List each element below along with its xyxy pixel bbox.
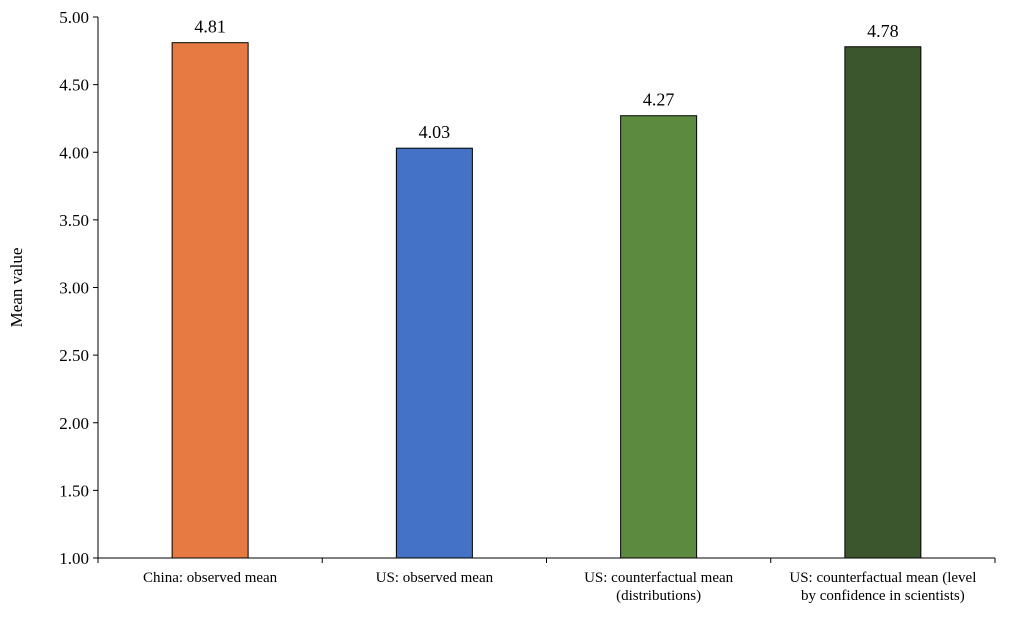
y-tick-label: 4.00 <box>59 143 89 162</box>
data-label-3: 4.27 <box>643 90 675 110</box>
x-category-label: China: observed mean <box>143 570 278 586</box>
bar-2 <box>395 147 473 559</box>
bars <box>171 42 922 559</box>
y-tick-label: 4.50 <box>59 76 89 95</box>
y-tick-label: 2.50 <box>59 346 89 365</box>
data-labels: 4.81 4.03 4.27 4.78 <box>194 17 898 142</box>
x-category-label: by confidence in scientists) <box>801 588 965 604</box>
x-category-label: (distributions) <box>616 588 701 604</box>
data-label-4: 4.78 <box>867 21 899 41</box>
bar-4 <box>844 46 922 559</box>
y-tick-label: 3.50 <box>59 211 89 230</box>
y-axis-label: Mean value <box>7 248 26 328</box>
bar-1 <box>171 42 249 559</box>
x-category-label: US: counterfactual mean <box>584 570 734 586</box>
y-axis: 1.00 1.50 2.00 2.50 3.00 3.50 4.00 4.50 5.00 <box>59 8 99 568</box>
y-tick-label: 2.00 <box>59 414 89 433</box>
x-category-label: US: counterfactual mean (level <box>789 570 976 586</box>
x-axis: China: observed mean US: observed mean US:… <box>97 557 996 604</box>
x-category-label: US: observed mean <box>376 570 494 586</box>
bar-3 <box>620 115 698 559</box>
data-label-2: 4.03 <box>419 122 451 142</box>
y-tick-label: 5.00 <box>59 8 89 27</box>
data-label-1: 4.81 <box>194 17 226 37</box>
y-tick-label: 1.50 <box>59 481 89 500</box>
y-tick-label: 1.00 <box>59 549 89 568</box>
y-tick-label: 3.00 <box>59 279 89 298</box>
